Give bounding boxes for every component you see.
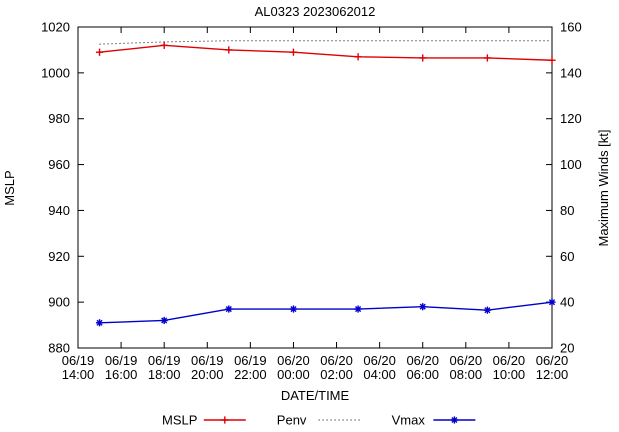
legend-marker-vmax — [451, 416, 458, 424]
y-right-tick-label: 160 — [560, 20, 582, 35]
x-tick-time-label: 18:00 — [148, 367, 181, 382]
y-left-tick-label: 880 — [48, 341, 70, 356]
x-tick-date-label: 06/19 — [234, 353, 267, 368]
x-axis-label: DATE/TIME — [281, 388, 350, 403]
legend-label-mslp: MSLP — [162, 413, 197, 428]
y-right-tick-label: 80 — [560, 203, 574, 218]
x-tick-date-label: 06/20 — [493, 353, 526, 368]
mslp-line — [99, 44, 553, 61]
y-left-tick-label: 960 — [48, 157, 70, 172]
x-tick-date-label: 06/19 — [148, 353, 181, 368]
plot-border — [77, 26, 553, 349]
vmax-marker — [484, 307, 491, 314]
x-tick-time-label: 22:00 — [234, 367, 267, 382]
x-tick-date-label: 06/19 — [105, 353, 138, 368]
y-left-tick-label: 1000 — [41, 65, 70, 80]
x-tick-time-label: 08:00 — [450, 367, 483, 382]
y-left-tick-label: 1020 — [41, 20, 70, 35]
chart-title: AL0323 2023062012 — [255, 4, 376, 19]
vmax-marker — [419, 303, 426, 310]
vmax-line — [99, 301, 553, 324]
legend-label-penv: Penv — [277, 413, 307, 428]
vmax-marker — [355, 305, 362, 313]
x-tick-time-label: 16:00 — [105, 367, 138, 382]
y-left-tick-label: 980 — [48, 111, 70, 126]
y-right-tick-label: 100 — [560, 157, 582, 172]
x-tick-date-label: 06/20 — [450, 353, 483, 368]
legend-label-vmax: Vmax — [392, 413, 426, 428]
y-left-tick-label: 940 — [48, 203, 70, 218]
y-right-tick-label: 140 — [560, 65, 582, 80]
x-tick-time-label: 02:00 — [320, 367, 353, 382]
x-tick-time-label: 20:00 — [191, 367, 224, 382]
plot-area: 880 900 920 940 960 980 1000 1020 20 40 60 80 100 120… — [41, 20, 582, 383]
x-tick-date-label: 06/20 — [277, 353, 310, 368]
vmax-marker — [96, 319, 103, 326]
x-tick-date-label: 06/19 — [62, 353, 95, 368]
vmax-marker — [290, 305, 297, 313]
x-tick-time-label: 10:00 — [493, 367, 526, 382]
y-left-tick-label: 920 — [48, 249, 70, 264]
penv-line — [99, 40, 552, 45]
x-tick-time-label: 14:00 — [62, 367, 95, 382]
y-right-tick-label: 20 — [560, 341, 574, 356]
x-tick-time-label: 12:00 — [536, 367, 569, 382]
x-tick-time-label: 06:00 — [406, 367, 439, 382]
vmax-marker — [161, 317, 168, 324]
legend: MSLP Penv Vmax — [162, 413, 476, 428]
y-axis-right-label: Maximum Winds [kt] — [596, 129, 611, 246]
x-tick-date-label: 06/20 — [536, 353, 569, 368]
vmax-marker — [225, 305, 232, 313]
y-axis-left-label: MSLP — [2, 170, 17, 205]
y-right-tick-label: 60 — [560, 249, 574, 264]
x-tick-time-label: 04:00 — [363, 367, 396, 382]
vmax-marker — [548, 299, 556, 306]
x-tick-date-label: 06/20 — [320, 353, 353, 368]
y-left-tick-label: 900 — [48, 295, 70, 310]
y-right-tick-label: 40 — [560, 295, 574, 310]
x-tick-time-label: 00:00 — [277, 367, 310, 382]
x-tick-date-label: 06/19 — [191, 353, 224, 368]
y-right-tick-label: 120 — [560, 111, 582, 126]
x-tick-date-label: 06/20 — [363, 353, 396, 368]
x-tick-date-label: 06/20 — [406, 353, 439, 368]
